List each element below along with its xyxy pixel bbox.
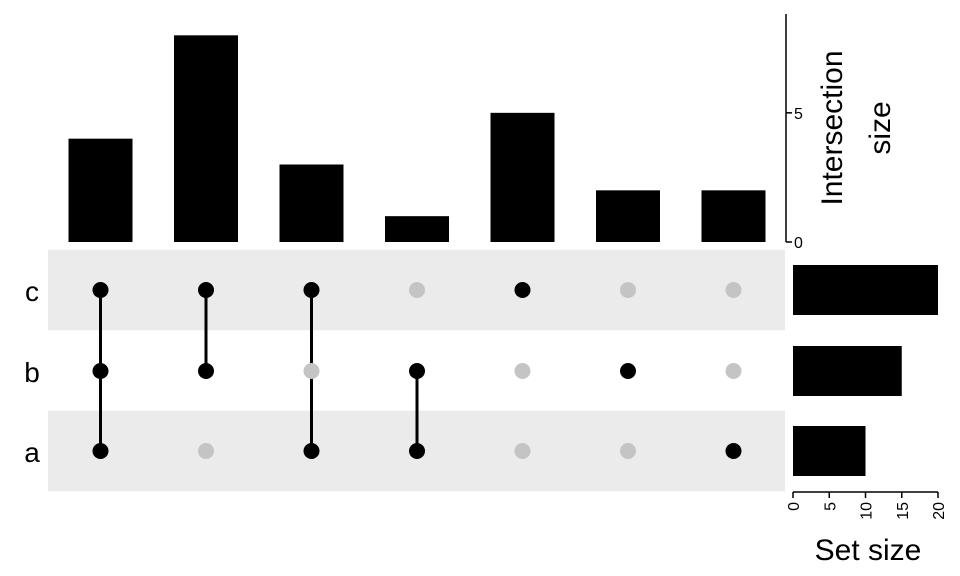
matrix-dot-4-c <box>409 282 425 298</box>
set-size-bar-b <box>793 346 902 396</box>
matrix-dot-6-a <box>620 443 636 459</box>
intersection-bars <box>68 35 766 243</box>
intersection-size-axis: 0 5 Intersection size <box>785 14 897 252</box>
intersection-axis-title-line1: Intersection <box>816 50 849 205</box>
set-size-axis: 0 5 10 15 20 Set size <box>786 491 948 567</box>
intersection-matrix <box>92 282 742 459</box>
set-size-axis-tick-label-20: 20 <box>931 502 948 520</box>
set-label-c: c <box>25 276 39 307</box>
set-size-bar-a <box>793 426 866 476</box>
set-label-a: a <box>24 437 40 468</box>
set-size-axis-tick-label-10: 10 <box>859 502 876 520</box>
matrix-dot-5-c <box>514 282 531 298</box>
intersection-bar-3 <box>279 164 344 242</box>
matrix-dot-4-b <box>409 363 425 379</box>
intersection-axis-title-line2: size <box>864 101 897 154</box>
set-size-axis-tick-label-15: 15 <box>895 502 912 520</box>
intersection-axis-tick-label-5: 5 <box>794 106 803 123</box>
matrix-dot-7-a <box>725 443 742 459</box>
matrix-dot-6-c <box>620 282 636 298</box>
intersection-bar-2 <box>174 35 238 243</box>
matrix-dot-1-b <box>92 363 109 379</box>
matrix-dot-3-a <box>303 443 320 459</box>
set-size-axis-title: Set size <box>815 534 922 567</box>
intersection-bar-1 <box>68 138 133 242</box>
intersection-bar-6 <box>596 190 660 242</box>
set-labels: c b a <box>24 276 40 468</box>
matrix-dot-7-c <box>725 282 742 298</box>
matrix-dot-5-b <box>514 363 531 379</box>
matrix-dot-7-b <box>725 363 742 379</box>
set-size-axis-tick-label-0: 0 <box>786 502 803 511</box>
matrix-dot-2-b <box>198 363 214 379</box>
matrix-dot-5-a <box>514 443 531 459</box>
matrix-dot-1-a <box>92 443 109 459</box>
intersection-axis-tick-label-0: 0 <box>794 235 803 252</box>
matrix-dot-2-a <box>198 443 214 459</box>
matrix-dot-2-c <box>198 282 214 298</box>
matrix-dot-6-b <box>620 363 636 379</box>
set-label-b: b <box>24 357 40 388</box>
matrix-dot-3-c <box>303 282 320 298</box>
matrix-dot-1-c <box>92 282 109 298</box>
intersection-bar-5 <box>490 112 555 242</box>
set-size-bar-c <box>793 265 938 315</box>
set-size-axis-tick-label-5: 5 <box>822 502 839 511</box>
matrix-dot-3-b <box>303 363 320 379</box>
intersection-bar-7 <box>701 190 766 242</box>
intersection-bar-4 <box>385 216 449 242</box>
set-size-bars <box>793 265 938 476</box>
matrix-dot-4-a <box>409 443 425 459</box>
